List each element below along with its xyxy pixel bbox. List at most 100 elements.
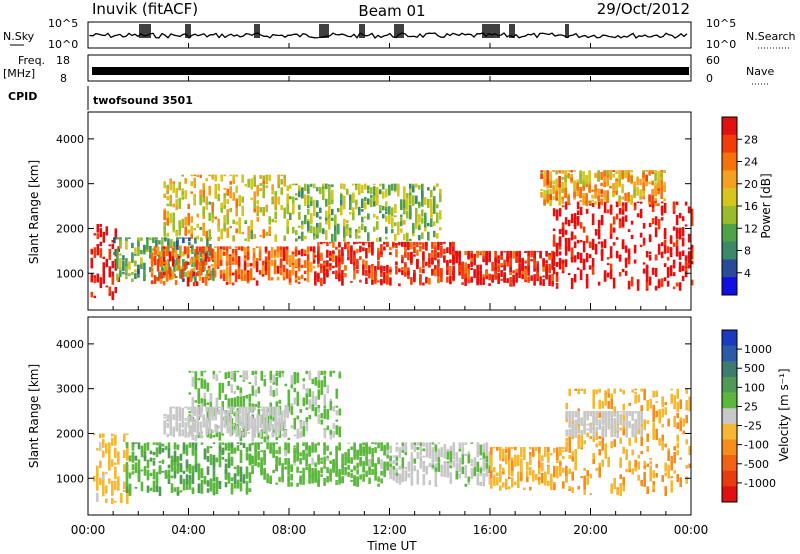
heatmap-cell — [564, 191, 567, 198]
heatmap-cell — [282, 272, 286, 277]
heatmap-cell — [582, 186, 585, 191]
heatmap-cell — [322, 228, 325, 235]
heatmap-cell — [131, 442, 135, 451]
heatmap-cell — [231, 255, 235, 265]
heatmap-cell — [134, 455, 138, 461]
heatmap-cell — [583, 467, 586, 471]
heatmap-cell — [252, 258, 256, 269]
heatmap-cell — [282, 247, 286, 253]
heatmap-cell — [529, 486, 532, 491]
heatmap-cell — [621, 205, 625, 210]
heatmap-cell — [341, 275, 344, 286]
heatmap-cell — [373, 186, 376, 196]
heatmap-cell — [350, 281, 353, 283]
heatmap-cell — [679, 399, 682, 410]
heatmap-cell — [194, 237, 197, 244]
heatmap-cell — [194, 380, 198, 390]
heatmap-cell — [368, 448, 371, 455]
heatmap-cell — [178, 433, 181, 437]
heatmap-cell — [163, 181, 166, 189]
heatmap-cell — [93, 277, 97, 284]
heatmap-cell — [290, 482, 293, 487]
heatmap-cell — [416, 447, 420, 450]
nsearch-label: N.Search — [746, 30, 796, 43]
heatmap-cell — [125, 264, 128, 274]
heatmap-cell — [194, 249, 197, 260]
heatmap-cell — [400, 217, 403, 223]
heatmap-cell — [235, 185, 238, 193]
heatmap-cell — [573, 241, 577, 249]
heatmap-cell — [654, 216, 658, 226]
heatmap-cell — [368, 271, 371, 279]
heatmap-cell — [449, 243, 452, 255]
heatmap-cell — [543, 175, 546, 187]
heatmap-cell — [365, 470, 368, 477]
heatmap-cell — [259, 420, 262, 428]
heatmap-cell — [338, 370, 342, 373]
heatmap-cell — [319, 222, 322, 233]
heatmap-cell — [427, 187, 430, 191]
heatmap-cell — [385, 227, 388, 234]
heatmap-cell — [131, 271, 134, 275]
heatmap-cell — [544, 479, 547, 486]
heatmap-cell — [564, 217, 568, 225]
heatmap-cell — [305, 388, 309, 395]
heatmap-cell — [261, 265, 265, 273]
heatmap-cell — [476, 467, 480, 472]
heatmap-cell — [179, 237, 182, 239]
heatmap-cell — [597, 241, 601, 244]
heatmap-cell — [275, 372, 279, 376]
heatmap-cell — [170, 475, 174, 479]
heatmap-cell — [618, 272, 622, 277]
heatmap-cell — [552, 257, 556, 267]
heatmap-cell — [277, 196, 280, 204]
heatmap-cell — [595, 467, 598, 471]
heatmap-cell — [440, 273, 443, 283]
heatmap-cell — [329, 241, 332, 244]
heatmap-cell — [470, 473, 474, 480]
heatmap-cell — [353, 255, 356, 262]
heatmap-cell — [356, 469, 359, 475]
heatmap-cell — [615, 179, 618, 182]
heatmap-cell — [225, 261, 229, 267]
heatmap-cell — [568, 469, 571, 474]
heatmap-cell — [326, 467, 329, 474]
heatmap-cell — [169, 201, 172, 207]
heatmap-cell — [134, 247, 137, 254]
heatmap-cell — [249, 268, 253, 281]
heatmap-cell — [585, 196, 588, 206]
heatmap-cell — [594, 191, 597, 199]
heatmap-cell — [159, 272, 163, 279]
heatmap-cell — [122, 260, 125, 268]
heatmap-cell — [272, 416, 276, 422]
heatmap-cell — [146, 237, 149, 239]
heatmap-cell — [323, 429, 327, 439]
heatmap-cell — [437, 259, 440, 267]
heatmap-cell — [568, 455, 571, 459]
heatmap-cell — [205, 417, 208, 427]
heatmap-cell — [530, 250, 533, 254]
heatmap-cell — [153, 275, 157, 284]
heatmap-cell — [639, 178, 642, 186]
heatmap-cell — [146, 442, 150, 444]
heatmap-cell — [284, 404, 288, 414]
heatmap-cell — [672, 202, 676, 212]
heatmap-cell — [371, 263, 374, 269]
heatmap-cell — [630, 276, 634, 287]
heatmap-cell — [306, 251, 310, 256]
heatmap-cell — [227, 442, 231, 448]
heatmap-cell — [580, 436, 583, 448]
heatmap-cell — [253, 191, 256, 203]
heatmap-cell — [601, 432, 604, 443]
heatmap-cell — [428, 449, 432, 459]
heatmap-cell — [679, 477, 682, 488]
heatmap-cell — [152, 458, 156, 461]
heatmap-cell — [458, 442, 462, 451]
heatmap-cell — [275, 401, 279, 407]
heatmap-cell — [134, 462, 138, 473]
heatmap-cell — [588, 184, 591, 193]
heatmap-cell — [452, 453, 456, 460]
heatmap-cell — [114, 480, 117, 490]
heatmap-cell — [431, 257, 434, 265]
